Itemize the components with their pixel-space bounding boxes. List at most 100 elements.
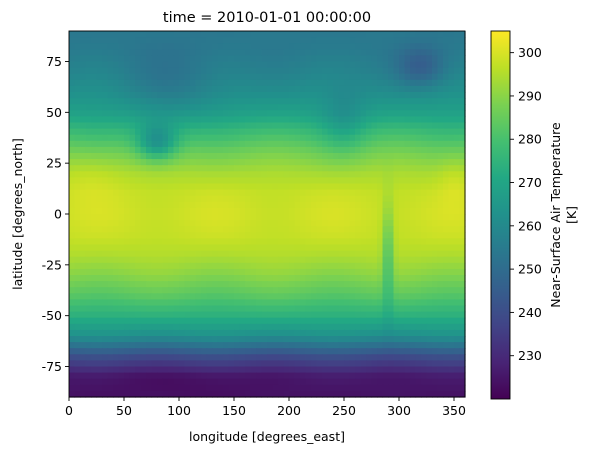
heatmap-cell	[410, 378, 417, 386]
heatmap-cell	[179, 372, 186, 380]
heatmap-cell	[228, 159, 235, 166]
heatmap-cell	[201, 49, 208, 56]
heatmap-cell	[426, 189, 433, 197]
heatmap-cell	[261, 238, 268, 246]
heatmap-cell	[201, 384, 208, 392]
heatmap-cell	[113, 37, 120, 44]
heatmap-cell	[437, 146, 444, 154]
heatmap-cell	[404, 360, 411, 368]
heatmap-cell	[338, 104, 345, 111]
heatmap-cell	[382, 73, 389, 81]
heatmap-cell	[91, 305, 98, 313]
heatmap-cell	[371, 189, 378, 197]
heatmap-cell	[118, 177, 125, 185]
heatmap-cell	[223, 61, 230, 69]
heatmap-cell	[272, 275, 279, 282]
heatmap-cell	[190, 329, 197, 337]
heatmap-cell	[217, 183, 224, 191]
heatmap-cell	[443, 171, 450, 178]
heatmap-cell	[228, 281, 235, 288]
heatmap-cell	[426, 238, 433, 246]
heatmap-cell	[118, 336, 125, 343]
heatmap-cell	[388, 305, 395, 313]
heatmap-cell	[454, 31, 461, 38]
heatmap-cell	[129, 360, 136, 368]
x-tick-label: 0	[65, 403, 73, 418]
heatmap-cell	[443, 305, 450, 313]
heatmap-cell	[228, 366, 235, 374]
heatmap-cell	[289, 378, 296, 386]
heatmap-cell	[454, 165, 461, 172]
heatmap-cell	[146, 250, 153, 258]
heatmap-cell	[448, 183, 455, 191]
heatmap-cell	[206, 342, 213, 349]
heatmap-cell	[168, 122, 175, 130]
heatmap-cell	[129, 159, 136, 166]
heatmap-cell	[190, 299, 197, 307]
heatmap-cell	[278, 281, 285, 288]
heatmap-cell	[388, 348, 395, 355]
heatmap-cell	[190, 390, 197, 398]
heatmap-cell	[201, 305, 208, 313]
heatmap-cell	[228, 153, 235, 160]
heatmap-cell	[113, 98, 120, 105]
heatmap-cell	[377, 165, 384, 172]
heatmap-cell	[168, 153, 175, 160]
heatmap-cell	[355, 177, 362, 185]
heatmap-cell	[228, 116, 235, 124]
heatmap-cell	[448, 37, 455, 44]
heatmap-cell	[426, 354, 433, 361]
heatmap-cell	[404, 311, 411, 319]
heatmap-cell	[300, 336, 307, 343]
heatmap-cell	[80, 360, 87, 368]
heatmap-cell	[272, 250, 279, 258]
heatmap-cell	[388, 189, 395, 197]
heatmap-cell	[113, 262, 120, 270]
heatmap-cell	[377, 287, 384, 294]
heatmap-cell	[322, 31, 329, 38]
heatmap-cell	[151, 354, 158, 361]
heatmap-cell	[443, 299, 450, 307]
heatmap-cell	[404, 305, 411, 313]
heatmap-cell	[421, 311, 428, 319]
heatmap-cell	[459, 226, 466, 233]
heatmap-cell	[393, 354, 400, 361]
heatmap-cell	[74, 134, 81, 142]
heatmap-cell	[267, 73, 274, 81]
heatmap-cell	[272, 110, 279, 117]
heatmap-cell	[300, 122, 307, 130]
heatmap-cell	[283, 250, 290, 258]
heatmap-cell	[107, 336, 114, 343]
heatmap-cell	[206, 336, 213, 343]
heatmap-cell	[69, 317, 76, 325]
heatmap-cell	[344, 336, 351, 343]
heatmap-cell	[278, 122, 285, 130]
heatmap-cell	[234, 31, 241, 38]
heatmap-cell	[404, 67, 411, 75]
heatmap-cell	[294, 116, 301, 124]
heatmap-cell	[344, 207, 351, 215]
heatmap-cell	[333, 256, 340, 264]
heatmap-cell	[212, 49, 219, 56]
heatmap-cell	[69, 305, 76, 313]
heatmap-cell	[124, 31, 131, 38]
heatmap-cell	[245, 43, 252, 50]
heatmap-cell	[459, 323, 466, 331]
heatmap-cell	[454, 134, 461, 142]
heatmap-cell	[151, 293, 158, 300]
heatmap-cell	[360, 311, 367, 319]
heatmap-cell	[415, 293, 422, 300]
heatmap-cell	[80, 67, 87, 75]
heatmap-cell	[443, 262, 450, 270]
heatmap-cell	[261, 305, 268, 313]
heatmap-cell	[168, 195, 175, 203]
heatmap-cell	[377, 360, 384, 368]
heatmap-cell	[239, 384, 246, 392]
heatmap-cell	[140, 128, 147, 136]
heatmap-cell	[267, 49, 274, 56]
heatmap-cell	[300, 61, 307, 69]
heatmap-cell	[91, 195, 98, 203]
heatmap-cell	[437, 110, 444, 117]
heatmap-cell	[195, 336, 202, 343]
heatmap-cell	[421, 128, 428, 136]
